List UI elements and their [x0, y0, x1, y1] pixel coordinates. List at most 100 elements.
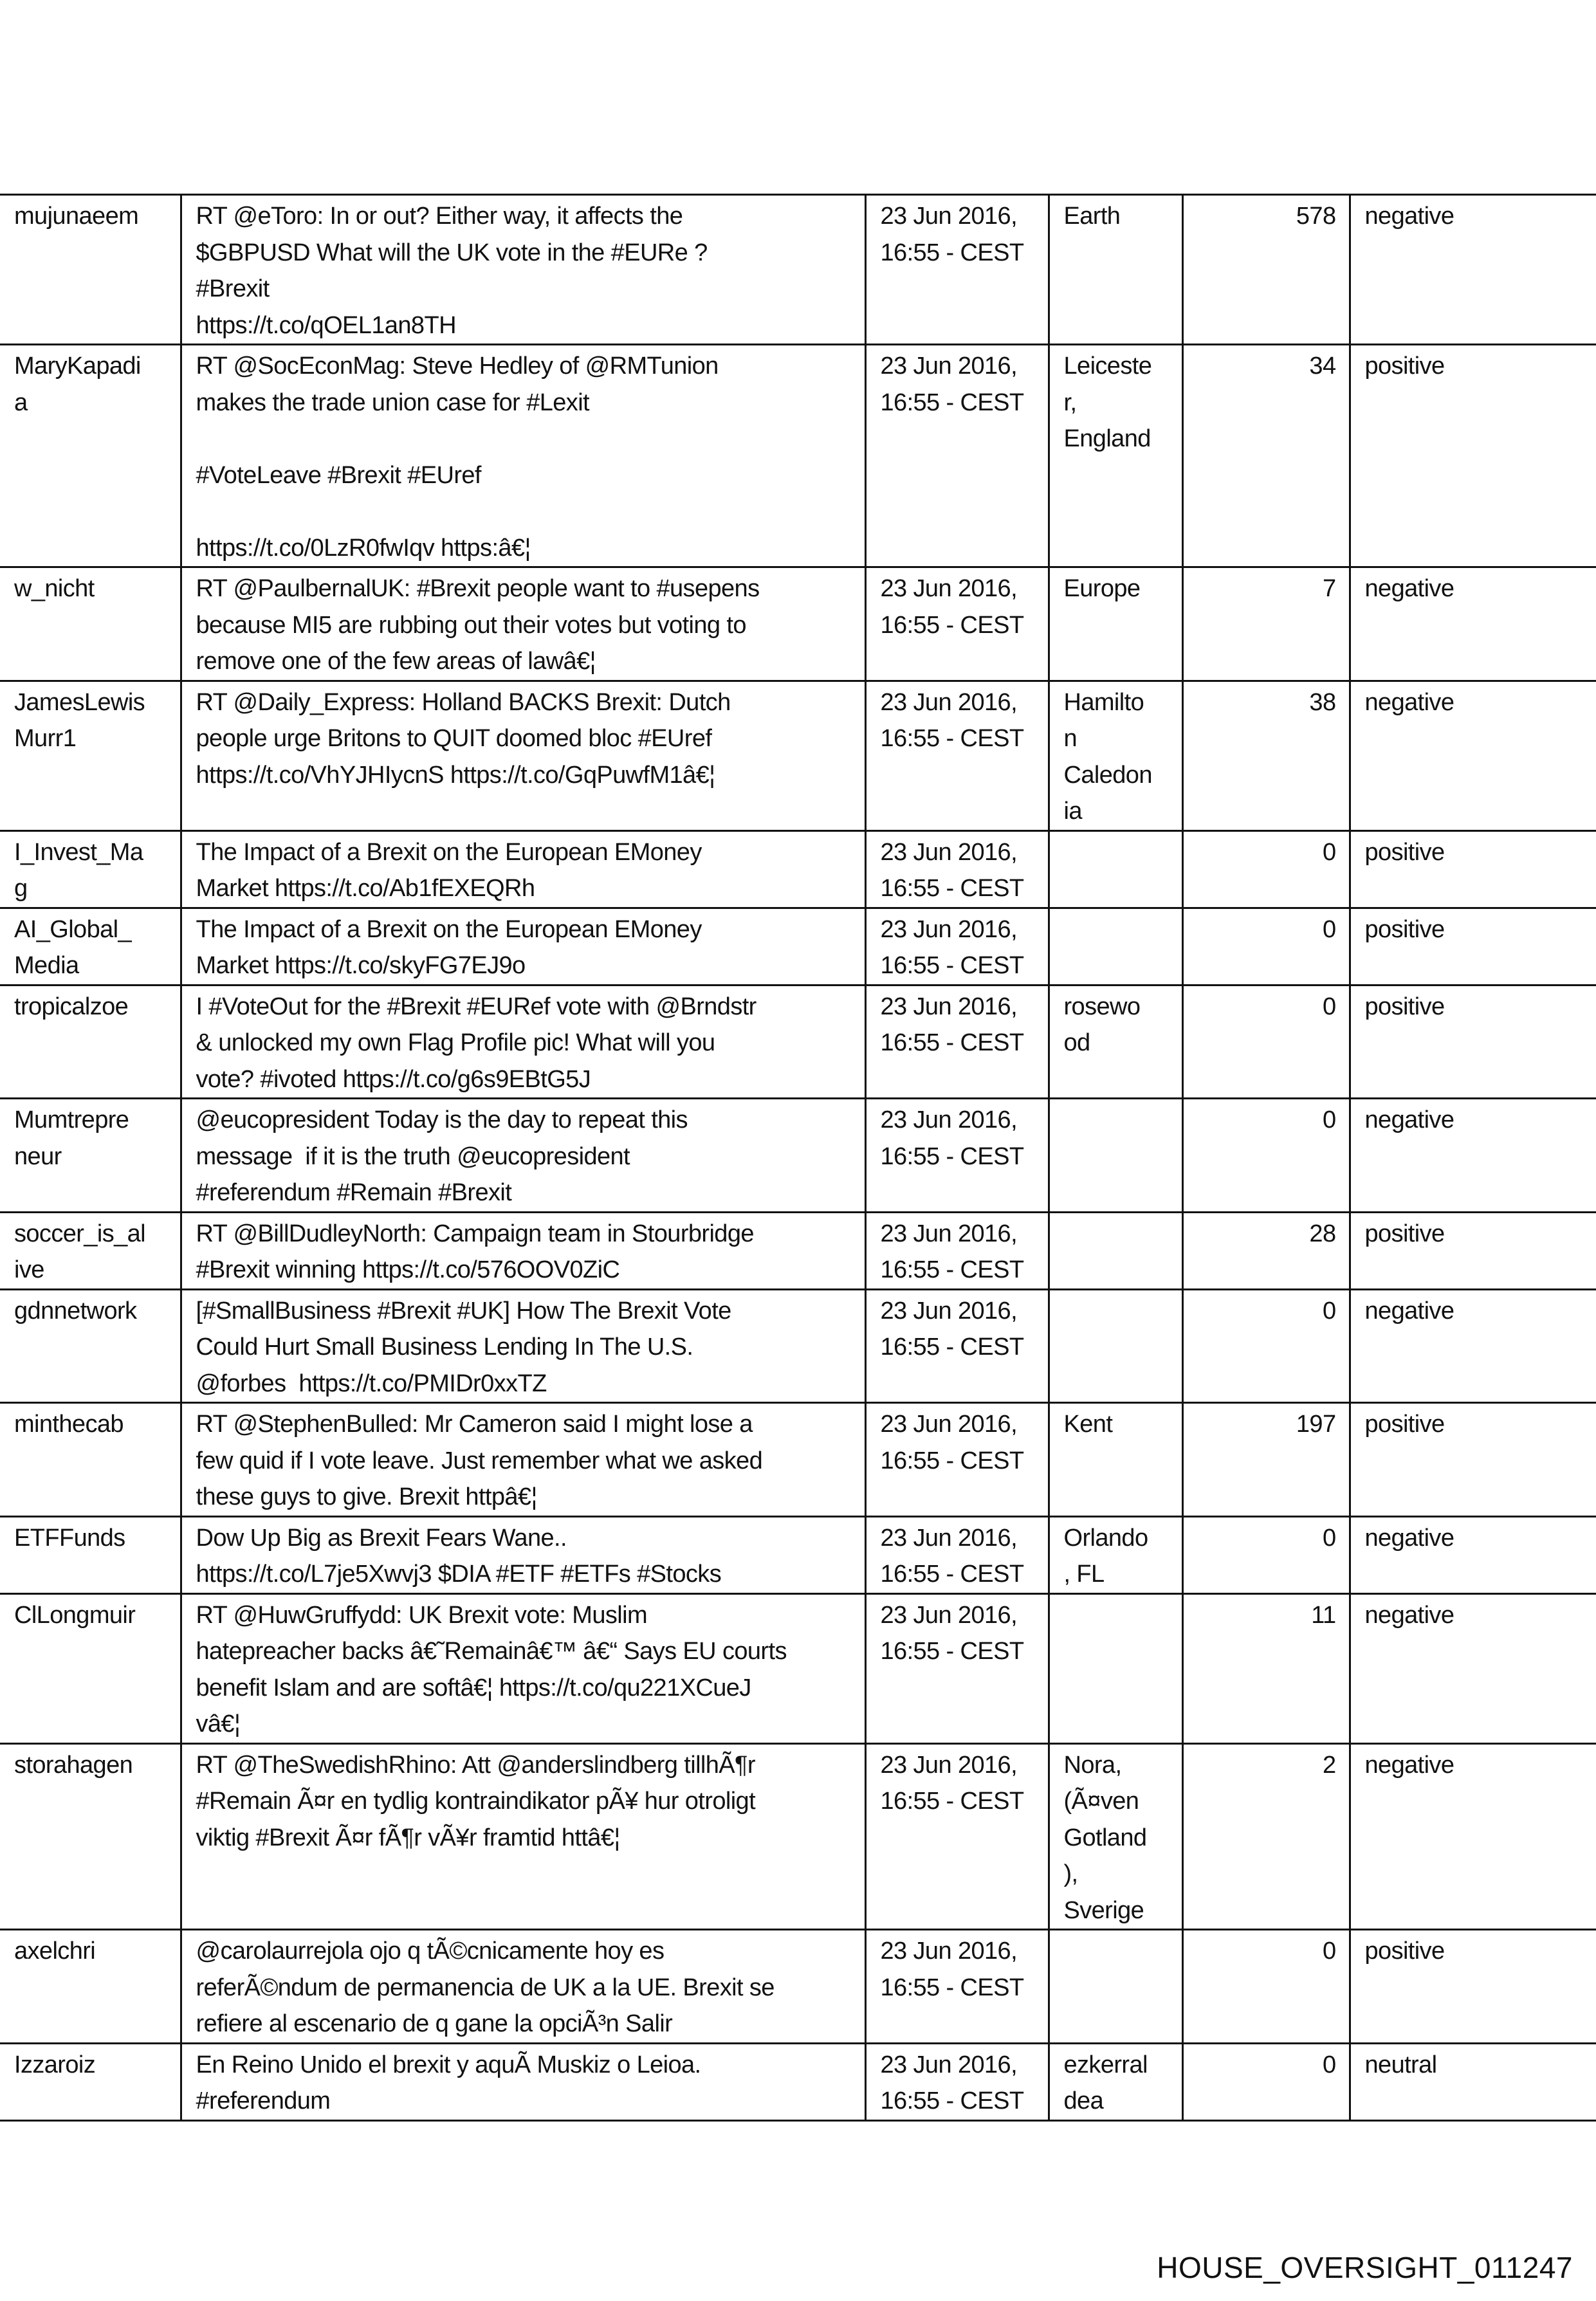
table-row: Mumtrepre neur @eucopresident Today is th… [0, 1097, 1596, 1213]
table-row: w_nicht RT @PaulbernalUK: #Brexit people … [0, 566, 1596, 682]
username-cell: axelchri [0, 1929, 182, 2044]
count-cell: 2 [1181, 1742, 1351, 1930]
count-cell: 34 [1181, 344, 1351, 568]
username-cell: tropicalzoe [0, 984, 182, 1099]
username-cell: AI_Global_ Media [0, 906, 182, 986]
sentiment-cell: positive [1348, 1211, 1596, 1290]
date-cell: 23 Jun 2016, 16:55 - CEST [864, 984, 1050, 1099]
table-row: MaryKapadi a RT @SocEconMag: Steve Hedley… [0, 344, 1596, 568]
table-row: ETFFunds Dow Up Big as Brexit Fears Wane.… [0, 1515, 1596, 1595]
table-row: ClLongmuir RT @HuwGruffydd: UK Brexit vot… [0, 1592, 1596, 1745]
table-row: gdnnetwork [#SmallBusiness #Brexit #UK] H… [0, 1288, 1596, 1404]
count-cell: 0 [1181, 829, 1351, 909]
sentiment-cell: neutral [1348, 2042, 1596, 2122]
table-row: minthecab RT @StephenBulled: Mr Cameron s… [0, 1402, 1596, 1517]
location-cell: Hamilto n Caledon ia [1047, 679, 1184, 832]
tweets-table-body: mujunaeem RT @eToro: In or out? Either wa… [0, 194, 1596, 2122]
tweet-text-cell: @eucopresident Today is the day to repea… [179, 1097, 867, 1213]
tweets-table: mujunaeem RT @eToro: In or out? Either wa… [0, 194, 1596, 2122]
username-cell: minthecab [0, 1402, 182, 1517]
date-cell: 23 Jun 2016, 16:55 - CEST [864, 194, 1050, 345]
username-cell: ETFFunds [0, 1515, 182, 1595]
date-cell: 23 Jun 2016, 16:55 - CEST [864, 1402, 1050, 1517]
count-cell: 197 [1181, 1402, 1351, 1517]
sentiment-cell: positive [1348, 829, 1596, 909]
username-cell: Izzaroiz [0, 2042, 182, 2122]
username-cell: storahagen [0, 1742, 182, 1930]
table-row: AI_Global_ Media The Impact of a Brexit o… [0, 906, 1596, 986]
tweet-text-cell: RT @BillDudleyNorth: Campaign team in St… [179, 1211, 867, 1290]
table-row: soccer_is_al ive RT @BillDudleyNorth: Cam… [0, 1211, 1596, 1290]
table-row: JamesLewis Murr1 RT @Daily_Express: Holla… [0, 679, 1596, 832]
username-cell: Mumtrepre neur [0, 1097, 182, 1213]
tweet-text-cell: The Impact of a Brexit on the European E… [179, 829, 867, 909]
tweet-text-cell: [#SmallBusiness #Brexit #UK] How The Bre… [179, 1288, 867, 1404]
table-row: axelchri @carolaurrejola ojo q tÃ©cnicame… [0, 1929, 1596, 2044]
username-cell: I_Invest_Ma g [0, 829, 182, 909]
location-cell: ezkerral dea [1047, 2042, 1184, 2122]
sentiment-cell: negative [1348, 1097, 1596, 1213]
tweet-text-cell: Dow Up Big as Brexit Fears Wane.. https:… [179, 1515, 867, 1595]
location-cell [1047, 829, 1184, 909]
location-cell: Kent [1047, 1402, 1184, 1517]
date-cell: 23 Jun 2016, 16:55 - CEST [864, 1742, 1050, 1930]
location-cell [1047, 1592, 1184, 1745]
tweet-text-cell: RT @StephenBulled: Mr Cameron said I mig… [179, 1402, 867, 1517]
date-cell: 23 Jun 2016, 16:55 - CEST [864, 829, 1050, 909]
date-cell: 23 Jun 2016, 16:55 - CEST [864, 1288, 1050, 1404]
username-cell: JamesLewis Murr1 [0, 679, 182, 832]
date-cell: 23 Jun 2016, 16:55 - CEST [864, 344, 1050, 568]
location-cell [1047, 906, 1184, 986]
date-cell: 23 Jun 2016, 16:55 - CEST [864, 1211, 1050, 1290]
location-cell [1047, 1211, 1184, 1290]
tweet-text-cell: En Reino Unido el brexit y aquÃ Muskiz o… [179, 2042, 867, 2122]
date-cell: 23 Jun 2016, 16:55 - CEST [864, 906, 1050, 986]
tweet-text-cell: The Impact of a Brexit on the European E… [179, 906, 867, 986]
date-cell: 23 Jun 2016, 16:55 - CEST [864, 1097, 1050, 1213]
count-cell: 38 [1181, 679, 1351, 832]
username-cell: ClLongmuir [0, 1592, 182, 1745]
sentiment-cell: negative [1348, 1592, 1596, 1745]
tweet-text-cell: RT @Daily_Express: Holland BACKS Brexit:… [179, 679, 867, 832]
date-cell: 23 Jun 2016, 16:55 - CEST [864, 1592, 1050, 1745]
count-cell: 28 [1181, 1211, 1351, 1290]
table-row: mujunaeem RT @eToro: In or out? Either wa… [0, 194, 1596, 345]
sentiment-cell: negative [1348, 194, 1596, 345]
table-row: storahagen RT @TheSwedishRhino: Att @ande… [0, 1742, 1596, 1930]
sentiment-cell: negative [1348, 1742, 1596, 1930]
location-cell: rosewo od [1047, 984, 1184, 1099]
date-cell: 23 Jun 2016, 16:55 - CEST [864, 679, 1050, 832]
location-cell [1047, 1929, 1184, 2044]
tweet-text-cell: @carolaurrejola ojo q tÃ©cnicamente hoy … [179, 1929, 867, 2044]
location-cell [1047, 1288, 1184, 1404]
username-cell: gdnnetwork [0, 1288, 182, 1404]
count-cell: 578 [1181, 194, 1351, 345]
count-cell: 0 [1181, 1097, 1351, 1213]
count-cell: 0 [1181, 1929, 1351, 2044]
sentiment-cell: negative [1348, 566, 1596, 682]
date-cell: 23 Jun 2016, 16:55 - CEST [864, 1929, 1050, 2044]
bates-number: HOUSE_OVERSIGHT_011247 [1157, 2251, 1573, 2284]
tweet-text-cell: I #VoteOut for the #Brexit #EURef vote w… [179, 984, 867, 1099]
tweet-text-cell: RT @PaulbernalUK: #Brexit people want to… [179, 566, 867, 682]
count-cell: 11 [1181, 1592, 1351, 1745]
count-cell: 0 [1181, 1288, 1351, 1404]
sentiment-cell: positive [1348, 906, 1596, 986]
username-cell: w_nicht [0, 566, 182, 682]
location-cell: Europe [1047, 566, 1184, 682]
location-cell: Earth [1047, 194, 1184, 345]
date-cell: 23 Jun 2016, 16:55 - CEST [864, 566, 1050, 682]
count-cell: 7 [1181, 566, 1351, 682]
tweet-text-cell: RT @SocEconMag: Steve Hedley of @RMTunio… [179, 344, 867, 568]
username-cell: soccer_is_al ive [0, 1211, 182, 1290]
table-row: Izzaroiz En Reino Unido el brexit y aquÃ … [0, 2042, 1596, 2122]
tweet-text-cell: RT @HuwGruffydd: UK Brexit vote: Muslim … [179, 1592, 867, 1745]
location-cell: Leiceste r, England [1047, 344, 1184, 568]
username-cell: mujunaeem [0, 194, 182, 345]
table-row: I_Invest_Ma g The Impact of a Brexit on t… [0, 829, 1596, 909]
table-row: tropicalzoe I #VoteOut for the #Brexit #E… [0, 984, 1596, 1099]
tweet-text-cell: RT @eToro: In or out? Either way, it aff… [179, 194, 867, 345]
sentiment-cell: positive [1348, 1402, 1596, 1517]
sentiment-cell: positive [1348, 344, 1596, 568]
username-cell: MaryKapadi a [0, 344, 182, 568]
